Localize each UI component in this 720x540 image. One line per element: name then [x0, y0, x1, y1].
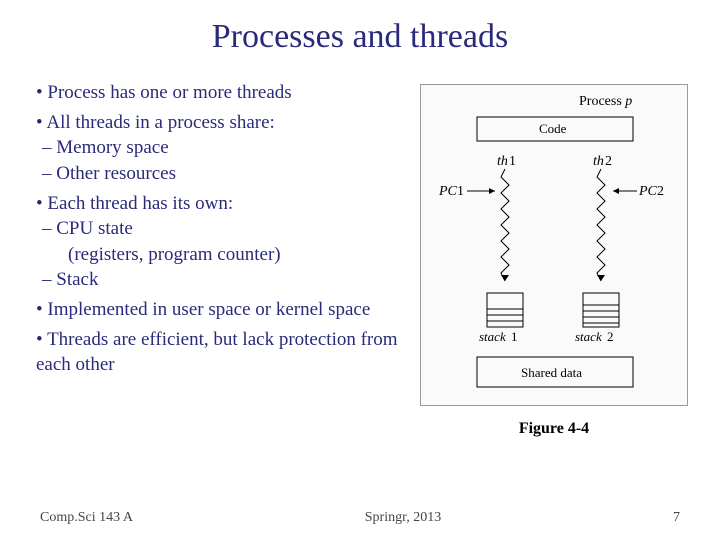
bullet-1: Process has one or more threads	[47, 82, 291, 103]
label-process: Process p	[579, 94, 632, 109]
footer-left: Comp.Sci 143 A	[40, 510, 133, 526]
bullet-2: All threads in a process share:	[46, 112, 274, 133]
label-th1: th	[497, 154, 508, 169]
stack1-box	[487, 293, 523, 327]
bullet-3-sub-2: Stack	[56, 269, 98, 290]
svg-text:2: 2	[607, 329, 614, 344]
figure-box: Process p Code th 1 th 2 PC 1 PC	[420, 84, 688, 406]
content-row: Process has one or more threads All thre…	[30, 80, 690, 438]
svg-text:1: 1	[509, 154, 516, 169]
stack2-box	[583, 293, 619, 327]
label-pc1: PC	[438, 184, 458, 199]
slide-title: Processes and threads	[30, 18, 690, 56]
svg-text:2: 2	[605, 154, 612, 169]
label-th2: th	[593, 154, 604, 169]
svg-text:1: 1	[457, 184, 464, 199]
label-stack2: stack	[575, 329, 602, 344]
bullet-3-sub-1b: (registers, program counter)	[42, 244, 281, 265]
footer-right: 7	[673, 510, 680, 526]
label-stack1: stack	[479, 329, 506, 344]
bullet-4: Implemented in user space or kernel spac…	[47, 299, 370, 320]
bullet-list: Process has one or more threads All thre…	[30, 80, 410, 438]
figure-column: Process p Code th 1 th 2 PC 1 PC	[420, 80, 690, 438]
process-diagram: Process p Code th 1 th 2 PC 1 PC	[421, 85, 689, 407]
svg-text:2: 2	[657, 184, 664, 199]
bullet-3: Each thread has its own:	[47, 193, 233, 214]
zigzag-th1	[501, 169, 509, 281]
footer-center: Springr, 2013	[365, 510, 441, 526]
label-pc2: PC	[638, 184, 658, 199]
bullet-3-sub-1: CPU state	[56, 218, 133, 239]
bullet-2-sub-2: Other resources	[56, 163, 176, 184]
zigzag-th2	[597, 169, 605, 281]
bullet-5: Threads are efficient, but lack protecti…	[36, 329, 398, 376]
svg-text:1: 1	[511, 329, 518, 344]
figure-caption: Figure 4-4	[420, 420, 688, 438]
label-code: Code	[539, 121, 567, 136]
bullet-2-sub-1: Memory space	[56, 137, 168, 158]
label-shared: Shared data	[521, 365, 582, 380]
slide: Processes and threads Process has one or…	[0, 0, 720, 540]
footer: Comp.Sci 143 A Springr, 2013 7	[0, 510, 720, 526]
